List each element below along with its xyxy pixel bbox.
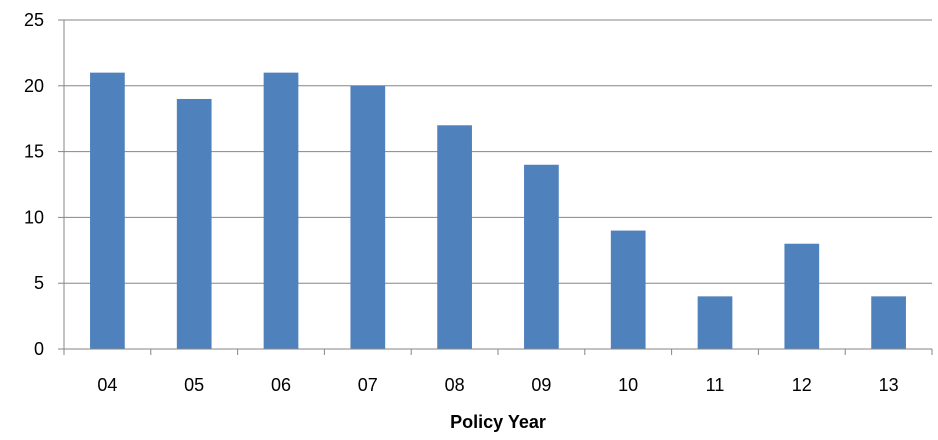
bar-07	[350, 85, 386, 350]
bar-05	[176, 98, 212, 350]
bar-11	[697, 296, 733, 349]
x-tick-label: 04	[97, 375, 117, 395]
bar-08	[437, 125, 472, 349]
bar-13	[871, 296, 906, 349]
x-tick-label: 13	[879, 375, 899, 395]
y-tick-label: 10	[24, 207, 44, 227]
x-axis-title: Policy Year	[450, 412, 546, 432]
bar-06	[263, 72, 299, 349]
x-tick-label: 09	[531, 375, 551, 395]
x-tick-label: 11	[706, 375, 725, 395]
bars	[90, 72, 906, 350]
y-tick-label: 15	[24, 142, 44, 162]
x-tick-label: 06	[271, 375, 291, 395]
axes	[63, 20, 933, 355]
bar-09	[524, 164, 559, 349]
x-tick-label: 08	[445, 375, 465, 395]
bar-12	[784, 243, 820, 349]
y-tick-label: 5	[34, 273, 44, 293]
bar-04	[90, 72, 125, 349]
x-tick-label: 12	[792, 375, 812, 395]
y-tick-label: 20	[24, 76, 44, 96]
x-tick-label: 05	[184, 375, 204, 395]
y-tick-label: 0	[34, 339, 44, 359]
bar-10	[610, 230, 646, 349]
x-tick-label: 07	[358, 375, 378, 395]
y-tick-label: 25	[24, 10, 44, 30]
x-tick-label: 10	[618, 375, 638, 395]
